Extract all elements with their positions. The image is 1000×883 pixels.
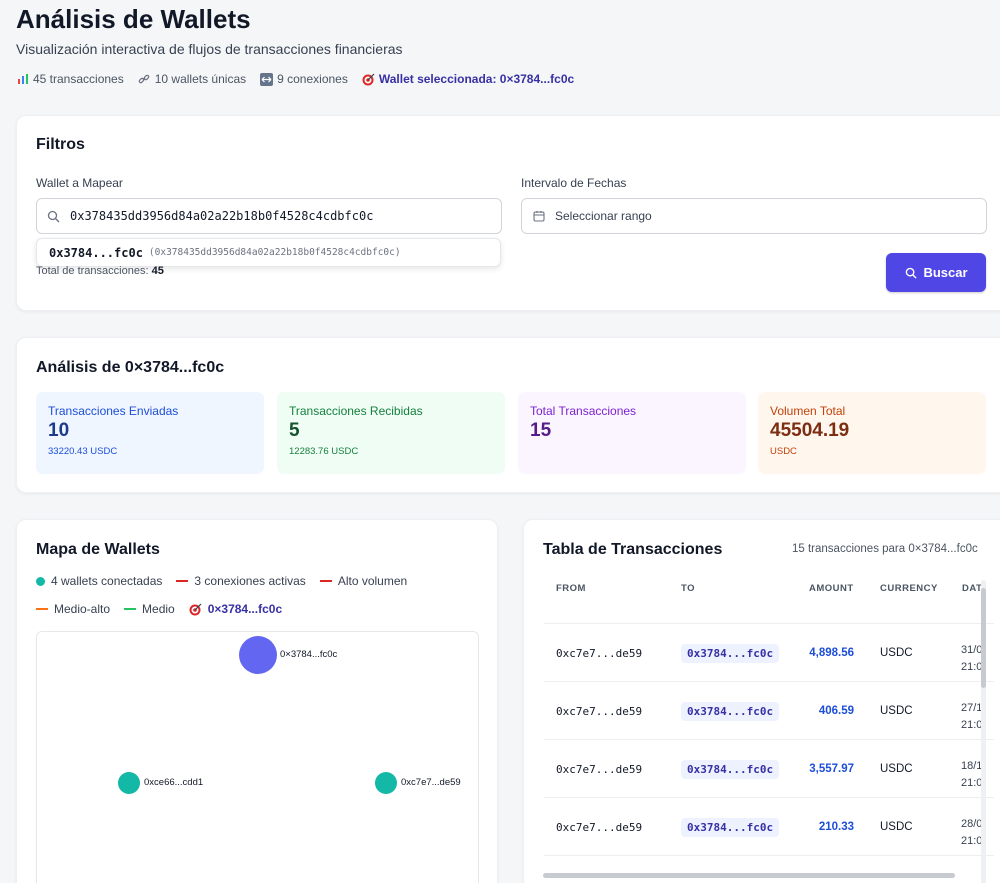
filters-card: Filtros Wallet a Mapear 0x378435dd3956d8… xyxy=(16,115,1000,311)
date-label: Intervalo de Fechas xyxy=(521,176,627,190)
legend-connected: 4 wallets conectadas xyxy=(36,574,162,588)
legend-selected: 0×3784...fc0c xyxy=(189,602,282,616)
wallet-label: Wallet a Mapear xyxy=(36,176,123,190)
filters-title: Filtros xyxy=(36,136,85,153)
stat-card-total: Total Transacciones 15 xyxy=(518,392,746,474)
wallet-map-card: Mapa de Wallets 4 wallets conectadas 3 c… xyxy=(16,519,498,883)
wallet-input[interactable]: 0x378435dd3956d84a02a22b18b0f4528c4cdbfc… xyxy=(36,198,502,234)
legend-medium: Medio xyxy=(124,602,175,616)
table-row[interactable]: 0xc7e7...de59 0x3784...fc0c 210.33 USDC … xyxy=(544,797,994,855)
date-range-input[interactable]: Seleccionar rango xyxy=(521,198,987,234)
wallet-input-value: 0x378435dd3956d84a02a22b18b0f4528c4cdbfc… xyxy=(70,209,374,223)
transactions-table-card: Tabla de Transacciones 15 transacciones … xyxy=(523,519,1000,883)
table-title: Tabla de Transacciones xyxy=(543,541,723,558)
stat-transactions: 45 transacciones xyxy=(16,72,124,86)
map-title: Mapa de Wallets xyxy=(36,541,160,558)
legend-high: Alto volumen xyxy=(319,574,407,588)
table-row[interactable]: 0xc7e7...de59 0x3784...fc0c 406.59 USDC … xyxy=(544,681,994,739)
link-icon xyxy=(138,73,151,86)
calendar-icon xyxy=(532,210,545,223)
table-row[interactable]: 0xc7e7...de59 0x3784...fc0c 3,557.97 USD… xyxy=(544,739,994,797)
target-icon xyxy=(362,73,375,86)
node-center xyxy=(239,636,277,674)
search-button[interactable]: Buscar xyxy=(886,253,986,292)
suggestion-full: (0x378435dd3956d84a02a22b18b0f4528c4cdbf… xyxy=(148,247,401,258)
scrollbar-thumb[interactable] xyxy=(981,588,986,688)
bar-chart-icon xyxy=(16,73,29,86)
table-subtitle: 15 transacciones para 0×3784...fc0c xyxy=(792,543,978,555)
table-vertical-scrollbar[interactable] xyxy=(981,580,986,883)
node-left-label: 0xce66...cdd1 xyxy=(144,777,204,788)
total-transactions: Total de transacciones: 45 xyxy=(36,265,164,277)
col-amount[interactable]: AMOUNT xyxy=(809,583,854,594)
date-placeholder: Seleccionar rango xyxy=(555,209,652,223)
legend-medhigh: Medio-alto xyxy=(36,602,110,616)
table-horizontal-scrollbar[interactable] xyxy=(543,873,955,878)
target-icon xyxy=(189,603,202,616)
page-subtitle: Visualización interactiva de flujos de t… xyxy=(16,41,403,57)
node-left xyxy=(118,772,140,794)
legend-active: 3 conexiones activas xyxy=(176,574,306,588)
page-title: Análisis de Wallets xyxy=(16,4,251,34)
stat-card-received: Transacciones Recibidas 5 12283.76 USDC xyxy=(277,392,505,474)
col-currency[interactable]: CURRENCY xyxy=(880,583,938,594)
node-right-label: 0xc7e7...de59 xyxy=(401,777,461,788)
left-right-arrow-icon xyxy=(260,72,274,86)
table-row[interactable] xyxy=(544,855,994,883)
stat-selected-wallet: Wallet seleccionada: 0×3784...fc0c xyxy=(362,72,574,86)
node-right xyxy=(375,772,397,794)
stat-connections: 9 conexiones xyxy=(260,72,348,86)
map-legend: 4 wallets conectadas 3 conexiones activa… xyxy=(36,574,407,588)
node-center-label: 0×3784...fc0c xyxy=(280,649,338,660)
analysis-title: Análisis de 0×3784...fc0c xyxy=(36,359,225,376)
wallet-map-canvas[interactable]: 0×3784...fc0c 0xce66...cdd1 0xc7e7...de5… xyxy=(36,631,479,883)
col-from[interactable]: FROM xyxy=(556,583,586,594)
stats-bar: 45 transacciones 10 wallets únicas 9 con… xyxy=(16,72,574,86)
table-row[interactable]: 0xc7e7...de59 0x3784...fc0c 4,898.56 USD… xyxy=(544,623,994,681)
suggestion-short: 0x3784...fc0c xyxy=(49,245,143,260)
col-to[interactable]: TO xyxy=(681,583,696,594)
stat-card-sent: Transacciones Enviadas 10 33220.43 USDC xyxy=(36,392,264,474)
col-date[interactable]: DAT xyxy=(962,583,983,594)
stat-card-volume: Volumen Total 45504.19 USDC xyxy=(758,392,986,474)
search-icon xyxy=(47,210,60,223)
search-icon xyxy=(904,266,917,279)
analysis-card: Análisis de 0×3784...fc0c Transacciones … xyxy=(16,337,1000,493)
map-legend-2: Medio-alto Medio 0×3784...fc0c xyxy=(36,602,282,616)
stat-wallets: 10 wallets únicas xyxy=(138,72,246,86)
wallet-suggestion[interactable]: 0x3784...fc0c (0x378435dd3956d84a02a22b1… xyxy=(36,238,501,267)
